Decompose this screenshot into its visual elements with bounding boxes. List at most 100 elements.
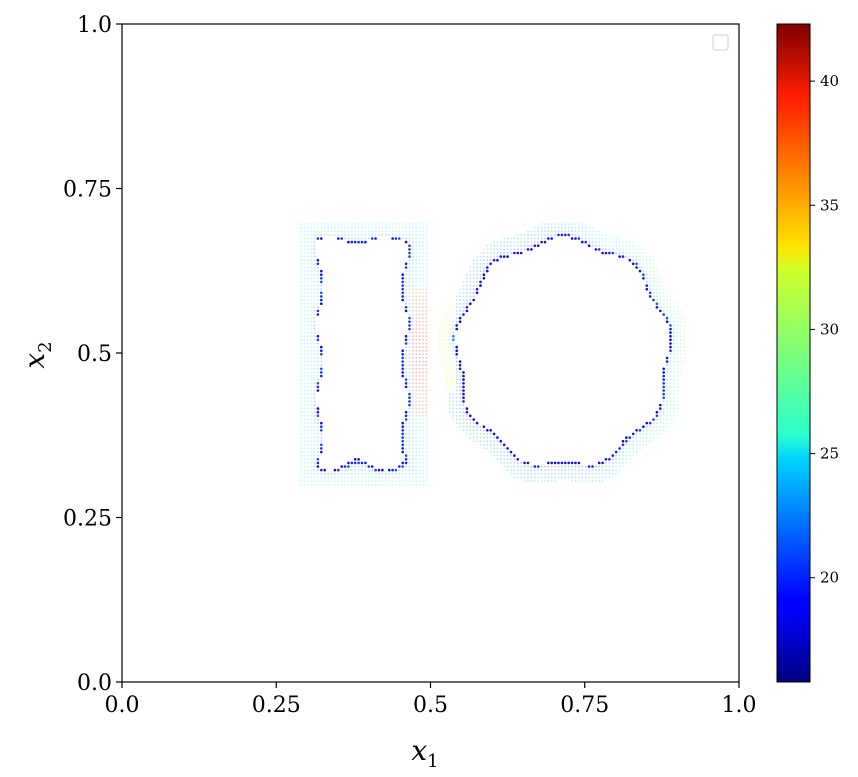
- scatter-point: [496, 443, 499, 446]
- scatter-point: [334, 223, 336, 225]
- scatter-point: [300, 407, 302, 410]
- scatter-point: [527, 241, 529, 244]
- scatter-point: [310, 295, 312, 298]
- scatter-point: [604, 458, 608, 461]
- scatter-point: [452, 342, 455, 345]
- scatter-point: [662, 425, 665, 428]
- scatter-point: [452, 353, 455, 356]
- scatter-point: [350, 234, 353, 236]
- scatter-point: [567, 472, 570, 475]
- scatter-point: [350, 230, 353, 233]
- scatter-point: [408, 451, 411, 453]
- scatter-point: [503, 244, 506, 247]
- scatter-point: [449, 331, 451, 334]
- scatter-point: [361, 476, 363, 479]
- scatter-point: [395, 472, 397, 475]
- scatter-point: [422, 389, 424, 392]
- scatter-point: [679, 328, 682, 330]
- scatter-point: [418, 328, 421, 330]
- scatter-point: [455, 371, 458, 374]
- scatter-point: [306, 476, 309, 479]
- scatter-point: [412, 360, 414, 363]
- scatter-point: [391, 223, 394, 225]
- scatter-point: [618, 237, 621, 240]
- scatter-point: [412, 393, 414, 395]
- scatter-point: [313, 266, 316, 269]
- scatter-point: [503, 462, 506, 464]
- scatter-point: [418, 320, 421, 323]
- scatter-point: [615, 458, 618, 461]
- scatter-point: [669, 360, 672, 363]
- scatter-point: [408, 364, 411, 367]
- scatter-point: [412, 237, 414, 240]
- scatter-point: [662, 374, 665, 378]
- scatter-point: [364, 483, 367, 486]
- scatter-point: [472, 429, 475, 432]
- x-tick-label: 0.25: [252, 693, 301, 718]
- scatter-point: [425, 262, 428, 265]
- scatter-point: [530, 476, 533, 479]
- scatter-point: [615, 454, 618, 457]
- scatter-point: [455, 360, 458, 363]
- scatter-point: [347, 476, 350, 479]
- scatter-point: [422, 353, 424, 356]
- scatter-point: [665, 356, 669, 360]
- colorbar-gradient: [776, 23, 811, 683]
- scatter-point: [683, 320, 685, 323]
- scatter-point: [544, 234, 546, 236]
- scatter-point: [405, 230, 407, 233]
- scatter-point: [422, 338, 424, 341]
- scatter-point: [472, 291, 475, 294]
- scatter-point: [445, 335, 448, 338]
- scatter-point: [452, 400, 455, 403]
- scatter-point: [388, 483, 391, 486]
- scatter-point: [415, 313, 418, 316]
- scatter-point: [496, 447, 499, 450]
- scatter-point: [496, 440, 499, 443]
- scatter-point: [455, 407, 458, 410]
- scatter-point: [665, 320, 669, 324]
- scatter-point: [395, 230, 397, 233]
- scatter-point: [303, 353, 306, 356]
- scatter-point: [537, 469, 540, 471]
- scatter-point: [353, 240, 357, 244]
- scatter-point: [412, 353, 414, 356]
- scatter-point: [652, 281, 655, 283]
- scatter-point: [547, 234, 550, 236]
- scatter-point: [415, 386, 418, 388]
- scatter-point: [310, 324, 312, 327]
- scatter-point: [452, 349, 455, 352]
- scatter-point: [381, 234, 384, 236]
- scatter-point: [415, 364, 418, 367]
- scatter-point: [479, 284, 482, 287]
- scatter-point: [469, 422, 472, 424]
- scatter-point: [405, 273, 407, 276]
- scatter-point: [313, 364, 316, 367]
- scatter-point: [378, 234, 380, 236]
- scatter-point: [306, 248, 309, 251]
- scatter-point: [632, 451, 635, 453]
- scatter-point: [310, 281, 312, 283]
- scatter-point: [317, 364, 319, 367]
- scatter-point: [662, 310, 665, 312]
- scatter-point: [622, 241, 624, 244]
- scatter-point: [673, 360, 675, 363]
- scatter-point: [425, 226, 428, 229]
- scatter-point: [581, 234, 584, 236]
- scatter-point: [357, 469, 360, 471]
- scatter-point: [418, 393, 421, 395]
- scatter-point: [300, 230, 302, 233]
- scatter-point: [649, 440, 652, 443]
- scatter-point: [645, 436, 648, 439]
- scatter-point: [418, 346, 421, 348]
- scatter-point: [676, 375, 679, 377]
- scatter-point: [313, 378, 316, 381]
- scatter-point: [652, 418, 655, 421]
- scatter-point: [564, 226, 567, 229]
- scatter-point: [445, 357, 448, 359]
- scatter-point: [405, 346, 407, 348]
- scatter-point: [622, 447, 624, 450]
- scatter-point: [469, 433, 472, 435]
- scatter-point: [401, 443, 405, 447]
